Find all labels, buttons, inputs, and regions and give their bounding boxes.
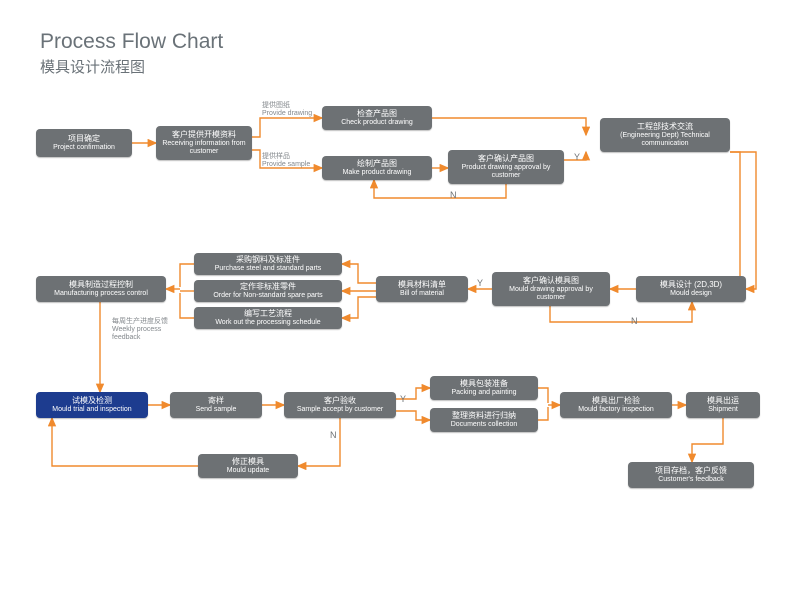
label-en: Weekly process feedback — [112, 326, 180, 342]
node-n5: 客户确认产品图Product drawing approval by custo… — [448, 150, 564, 184]
label-en: Provide sample — [262, 161, 310, 169]
node-n20: 模具出运Shipment — [686, 392, 760, 418]
node-n13: 模具制造过程控制Manufacturing process control — [36, 276, 166, 302]
node-n2: 客户提供开模资料Receiving information from custo… — [156, 126, 252, 160]
edge — [342, 297, 376, 318]
node-label-zh: 检查产品图 — [357, 109, 397, 118]
node-label-en: Work out the processing schedule — [215, 319, 320, 327]
edge — [252, 118, 322, 137]
edge — [538, 388, 548, 403]
node-n7: 模具设计 (2D,3D)Mould design — [636, 276, 746, 302]
node-label-en: Manufacturing process control — [54, 290, 148, 298]
label-zh: 提供样品 — [262, 153, 310, 161]
node-label-zh: 模具出厂检验 — [592, 396, 640, 405]
edge — [180, 293, 194, 318]
node-n6: 工程部技术交流(Engineering Dept) Technical comm… — [600, 118, 730, 152]
node-label-en: Receiving information from customer — [159, 140, 249, 156]
node-label-zh: 工程部技术交流 — [637, 122, 693, 131]
node-label-en: Send sample — [196, 406, 237, 414]
node-label-en: Order for Non-standard spare parts — [213, 292, 322, 300]
label-zh: 提供图纸 — [262, 102, 312, 110]
title-block: Process Flow Chart 模具设计流程图 — [40, 30, 223, 77]
node-n12: 编写工艺流程Work out the processing schedule — [194, 307, 342, 329]
edge — [432, 118, 586, 135]
edge — [396, 411, 430, 420]
title-en: Process Flow Chart — [40, 30, 223, 54]
node-label-zh: 试模及检测 — [72, 396, 112, 405]
node-n22: 修正模具Mould update — [198, 454, 298, 478]
title-zh: 模具设计流程图 — [40, 56, 223, 77]
node-n16: 客户验收Sample accept by customer — [284, 392, 396, 418]
node-label-zh: 模具材料清单 — [398, 280, 446, 289]
node-label-zh: 客户验收 — [324, 396, 356, 405]
node-label-en: Make product drawing — [343, 169, 412, 177]
node-n19: 模具出厂检验Mould factory inspection — [560, 392, 672, 418]
node-label-en: Shipment — [708, 406, 738, 414]
node-label-en: Mould update — [227, 467, 269, 475]
node-n8: 客户确认模具图Mould drawing approval by custome… — [492, 272, 610, 306]
node-n10: 采购钢料及标准件Purchase steel and standard part… — [194, 253, 342, 275]
node-label-zh: 模具设计 (2D,3D) — [660, 280, 722, 289]
node-label-en: Purchase steel and standard parts — [215, 265, 322, 273]
edge — [298, 418, 340, 466]
node-label-zh: 整理资料进行归纳 — [452, 411, 516, 420]
node-label-zh: 绘制产品图 — [357, 159, 397, 168]
edge — [538, 407, 548, 420]
edge — [692, 418, 723, 462]
label-en: Provide drawing — [262, 110, 312, 118]
node-n9: 模具材料清单Bill of material — [376, 276, 468, 302]
label-y1: Y — [574, 152, 580, 162]
node-label-en: Check product drawing — [341, 119, 413, 127]
edge — [342, 264, 376, 283]
node-label-en: Documents collection — [451, 421, 518, 429]
node-label-en: Bill of material — [400, 290, 444, 298]
label-nlab2: N — [631, 316, 638, 326]
label-y2: Y — [477, 278, 483, 288]
label-nlab1: N — [450, 190, 457, 200]
node-label-zh: 寄样 — [208, 396, 224, 405]
node-label-zh: 客户确认产品图 — [478, 154, 534, 163]
edge — [730, 152, 746, 289]
node-n3: 检查产品图Check product drawing — [322, 106, 432, 130]
node-n18: 整理资料进行归纳Documents collection — [430, 408, 538, 432]
node-n1: 项目确定Project confirmation — [36, 129, 132, 157]
node-label-en: Customer's feedback — [658, 476, 724, 484]
edge — [180, 264, 194, 287]
node-label-zh: 客户确认模具图 — [523, 276, 579, 285]
node-label-zh: 修正模具 — [232, 457, 264, 466]
label-y3: Y — [400, 394, 406, 404]
node-label-en: (Engineering Dept) Technical communicati… — [603, 132, 727, 148]
node-label-zh: 采购钢料及标准件 — [236, 255, 300, 264]
label-l1: 提供图纸Provide drawing — [262, 102, 312, 118]
node-label-zh: 项目确定 — [68, 134, 100, 143]
label-zh: 每周生产进度反馈 — [112, 318, 180, 326]
node-label-zh: 定作非标准零件 — [240, 282, 296, 291]
node-n15: 寄样Send sample — [170, 392, 262, 418]
node-label-en: Project confirmation — [53, 144, 115, 152]
node-label-zh: 客户提供开模资料 — [172, 130, 236, 139]
edge — [730, 152, 756, 289]
node-n17: 模具包装准备Packing and painting — [430, 376, 538, 400]
node-label-en: Sample accept by customer — [297, 406, 383, 414]
node-label-zh: 模具制造过程控制 — [69, 280, 133, 289]
node-n11: 定作非标准零件Order for Non-standard spare part… — [194, 280, 342, 302]
node-label-zh: 项目存档，客户反馈 — [655, 466, 727, 475]
node-label-en: Mould trial and inspection — [52, 406, 131, 414]
node-n14: 试模及检测Mould trial and inspection — [36, 392, 148, 418]
node-label-en: Mould design — [670, 290, 712, 298]
node-label-zh: 模具出运 — [707, 396, 739, 405]
edge — [52, 418, 198, 466]
node-label-zh: 模具包装准备 — [460, 379, 508, 388]
node-label-en: Mould factory inspection — [578, 406, 653, 414]
node-label-en: Packing and painting — [452, 389, 517, 397]
node-n4: 绘制产品图Make product drawing — [322, 156, 432, 180]
label-nlab3: N — [330, 430, 337, 440]
node-n21: 项目存档，客户反馈Customer's feedback — [628, 462, 754, 488]
label-l3: 每周生产进度反馈Weekly process feedback — [112, 318, 180, 342]
node-label-en: Mould drawing approval by customer — [495, 286, 607, 302]
node-label-en: Product drawing approval by customer — [451, 164, 561, 180]
node-label-zh: 编写工艺流程 — [244, 309, 292, 318]
label-l2: 提供样品Provide sample — [262, 153, 310, 169]
